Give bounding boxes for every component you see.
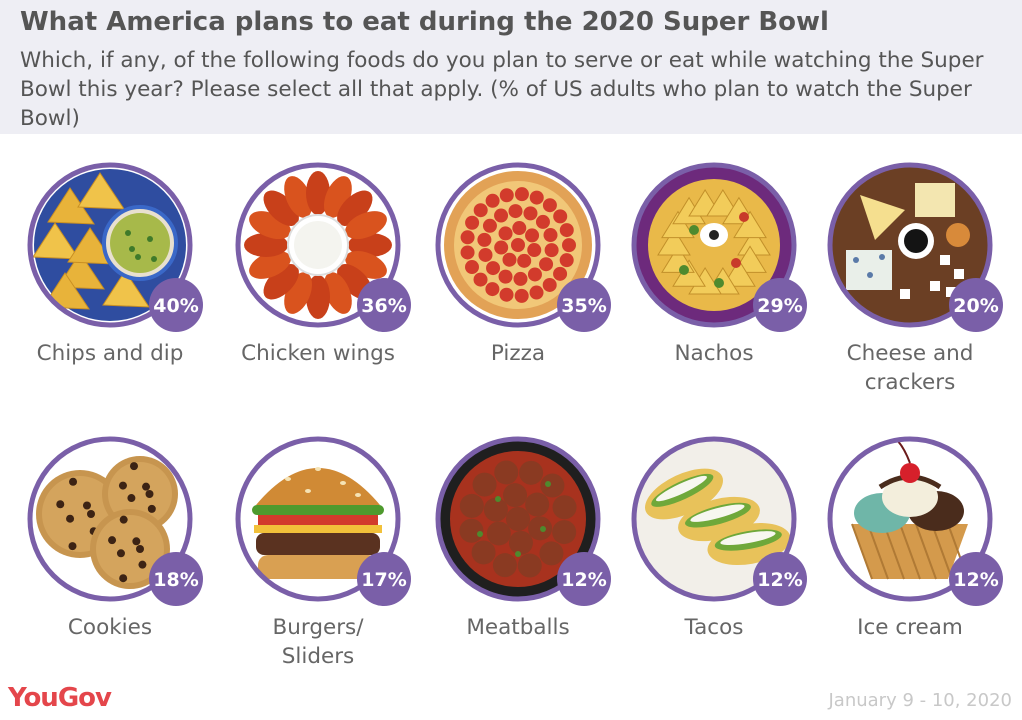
ice-cream-icon: 12% — [827, 436, 1003, 606]
value-label: 40% — [153, 295, 198, 317]
category-label-line: crackers — [864, 370, 956, 395]
category-label: Meatballs — [408, 613, 628, 642]
category-label-line: Meatballs — [466, 615, 570, 640]
value-badge — [753, 278, 807, 332]
food-ring — [235, 436, 401, 602]
food-item: 40% Chips and dip — [10, 155, 210, 415]
category-label: Cookies — [0, 613, 220, 642]
category-label-line: Sliders — [281, 644, 355, 669]
food-ring — [827, 436, 993, 602]
meatballs-icon: 12% — [435, 436, 611, 606]
category-label: Burgers/Sliders — [208, 613, 428, 671]
food-ring — [27, 436, 193, 602]
food-item: 12% Ice cream — [810, 429, 1010, 689]
food-ring — [235, 162, 401, 328]
category-label-line: Cheese and — [846, 341, 974, 366]
value-badge — [753, 552, 807, 606]
value-badge — [149, 278, 203, 332]
category-label-line: Pizza — [490, 341, 546, 366]
food-item: 20% Cheese and crackers — [810, 155, 1010, 415]
value-label: 35% — [561, 295, 606, 317]
category-label: Pizza — [408, 339, 628, 368]
category-label-line: Nachos — [674, 341, 754, 366]
category-label-line: Cookies — [67, 615, 153, 640]
category-label-line: Burgers/ — [272, 615, 364, 640]
value-label: 12% — [561, 569, 606, 591]
food-item: 18% Cookies — [10, 429, 210, 689]
category-label-line: Tacos — [684, 615, 744, 640]
value-badge — [357, 552, 411, 606]
food-item: 29% Nachos — [614, 155, 814, 415]
chart-subtitle: Which, if any, of the following foods do… — [20, 48, 984, 131]
food-item: 36% Chicken wings — [218, 155, 418, 415]
food-ring — [27, 162, 193, 328]
category-label-line: Chicken wings — [241, 341, 395, 366]
burger-icon: 17% — [235, 436, 411, 606]
category-label-line: Chips and dip — [36, 341, 184, 366]
value-badge — [949, 278, 1003, 332]
category-label: Tacos — [604, 613, 824, 642]
food-ring — [631, 436, 797, 602]
yougov-logo: YouGov — [8, 683, 112, 713]
value-label: 29% — [757, 295, 802, 317]
category-label: Cheese and crackers — [800, 339, 1020, 397]
value-badge — [949, 552, 1003, 606]
value-label: 17% — [361, 569, 406, 591]
category-label: Chicken wings — [208, 339, 428, 368]
food-item: 35% Pizza — [418, 155, 618, 415]
value-badge — [357, 278, 411, 332]
value-badge — [557, 552, 611, 606]
survey-date: January 9 - 10, 2020 — [828, 690, 1012, 711]
nachos-icon: 29% — [631, 162, 807, 332]
chicken-wings-icon: 36% — [235, 162, 411, 332]
food-item: 12% Meatballs — [418, 429, 618, 689]
value-label: 36% — [361, 295, 406, 317]
header-panel: What America plans to eat during the 202… — [0, 0, 1022, 134]
value-badge — [557, 278, 611, 332]
food-ring — [435, 162, 601, 328]
category-label: Chips and dip — [0, 339, 220, 368]
food-ring — [631, 162, 797, 328]
food-item: 12% Tacos — [614, 429, 814, 689]
value-badge — [149, 552, 203, 606]
category-label: Ice cream — [800, 613, 1020, 642]
value-label: 12% — [757, 569, 802, 591]
food-ring — [827, 162, 993, 328]
cheese-and-crackers-icon: 20% — [827, 162, 1003, 332]
value-label: 18% — [153, 569, 198, 591]
value-label: 20% — [953, 295, 998, 317]
food-item: 17% Burgers/Sliders — [218, 429, 418, 689]
tacos-icon: 12% — [631, 436, 807, 606]
pizza-icon: 35% — [435, 162, 611, 332]
category-label: Nachos — [604, 339, 824, 368]
food-ring — [435, 436, 601, 602]
chips-and-dip-icon: 40% — [27, 162, 203, 332]
category-label-line: Ice cream — [857, 615, 963, 640]
chart-title: What America plans to eat during the 202… — [20, 7, 829, 37]
cookies-icon: 18% — [27, 436, 203, 606]
value-label: 12% — [953, 569, 998, 591]
